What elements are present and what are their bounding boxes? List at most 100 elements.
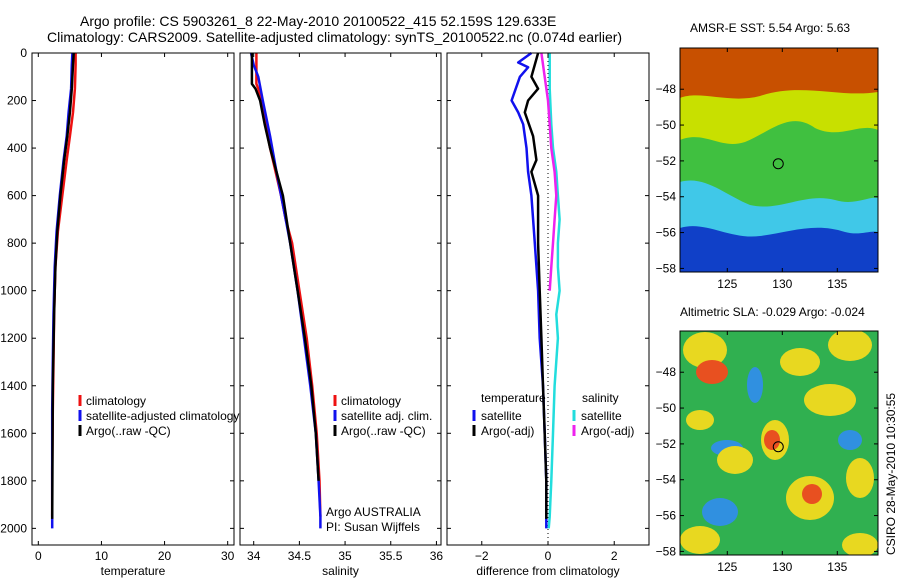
sla-anomaly-patch (747, 367, 763, 403)
series-line-3 (250, 53, 320, 481)
x-tick-label: 20 (158, 549, 172, 563)
sla-map-title: Altimetric SLA: -0.029 Argo: -0.024 (680, 305, 865, 319)
sla-anomaly-patch (680, 526, 720, 554)
y-tick-label: −50 (656, 401, 677, 415)
y-tick-label: −56 (656, 509, 677, 523)
y-tick-label: −52 (656, 437, 677, 451)
sst-field (680, 48, 878, 272)
sla-anomaly-patch (683, 332, 727, 368)
sla-anomaly-patch (804, 384, 856, 416)
argo-float-marker (772, 158, 784, 170)
x-tick-label: 34.5 (288, 549, 312, 563)
legend-label: Argo(-adj) (481, 424, 534, 438)
y-tick-label: 600 (7, 189, 27, 203)
panel-note: PI: Susan Wijffels (326, 520, 420, 534)
x-tick-label: 130 (772, 560, 792, 574)
profile-panel-1: 0 200 400 600 800 1000 1200 1400 1600 1800 2000 0 10… (0, 46, 239, 578)
series-line-4 (540, 52, 558, 291)
x-tick-label: 125 (717, 277, 737, 291)
series-line-3 (547, 53, 561, 529)
y-tick-label: 200 (7, 94, 27, 108)
x-tick-label: 35 (338, 549, 352, 563)
y-tick-label: −54 (656, 473, 677, 487)
y-tick-label: −48 (656, 82, 677, 96)
y-tick-label: 1200 (0, 331, 27, 345)
panel-note: Argo AUSTRALIA (326, 505, 421, 519)
title-line-2: Climatology: CARS2009. Satellite-adjuste… (47, 29, 623, 45)
map-frame (679, 47, 879, 273)
legend-header: temperature (481, 391, 546, 405)
sla-anomaly-patch (702, 498, 738, 526)
legend-label: satellite adj. clim. (341, 409, 432, 423)
x-tick-label: 10 (95, 549, 109, 563)
sla-anomaly-patch (696, 360, 728, 384)
argo-float-marker (772, 441, 784, 453)
legend-label: satellite-adjusted climatology (86, 409, 239, 423)
plot-frame (31, 52, 235, 546)
legend-label: climatology (86, 394, 146, 408)
y-tick-label: −54 (656, 190, 677, 204)
x-tick-label: 34 (247, 549, 261, 563)
legend-label: Argo(..raw -QC) (341, 424, 426, 438)
sla-anomaly-patch (717, 446, 753, 474)
sla-anomaly-patch (838, 430, 862, 450)
legend-label: climatology (341, 394, 401, 408)
sla-anomaly-patch (780, 348, 820, 376)
x-tick-label: 0 (35, 549, 42, 563)
series-line-2 (249, 52, 322, 529)
plot-frame (446, 52, 650, 546)
legend-label: satellite (481, 409, 522, 423)
x-tick-label: 36 (430, 549, 444, 563)
series-line-1 (255, 53, 322, 517)
y-tick-label: −58 (656, 261, 677, 275)
y-tick-label: −58 (656, 544, 677, 558)
sla-anomaly-patch (842, 533, 878, 555)
series-line-2 (523, 52, 548, 519)
sla-anomaly-patch (802, 484, 822, 504)
plot-frame (239, 52, 442, 546)
profile-panel-2: 34 34.5 35 35.5 36 salinity climatologysatelli… (239, 52, 444, 578)
legend: temperaturesatelliteArgo(-adj)salinitysa… (472, 391, 634, 438)
x-tick-label: 35.5 (379, 549, 403, 563)
y-tick-label: 1400 (0, 379, 27, 393)
sst-warm-band (680, 48, 878, 99)
legend-label: Argo(..raw -QC) (86, 424, 171, 438)
legend-label: Argo(-adj) (581, 424, 634, 438)
x-tick-label: 135 (827, 560, 847, 574)
map-frame (679, 330, 879, 556)
x-axis-label: salinity (322, 564, 359, 578)
y-tick-label: 1600 (0, 426, 27, 440)
x-tick-label: 2 (611, 549, 618, 563)
y-tick-label: −48 (656, 365, 677, 379)
sst-map-title: AMSR-E SST: 5.54 Argo: 5.63 (690, 21, 851, 35)
y-tick-label: 400 (7, 141, 27, 155)
y-tick-label: 0 (20, 46, 27, 60)
y-tick-label: 2000 (0, 521, 27, 535)
sla-anomaly-patch (686, 410, 714, 430)
legend-header: salinity (582, 391, 619, 405)
y-tick-label: −56 (656, 226, 677, 240)
y-tick-label: −52 (656, 154, 677, 168)
sla-anomaly-patch (764, 430, 780, 450)
x-tick-label: 130 (772, 277, 792, 291)
x-tick-label: 30 (221, 549, 235, 563)
y-tick-label: 1000 (0, 284, 27, 298)
y-tick-label: 1800 (0, 474, 27, 488)
y-tick-label: 800 (7, 236, 27, 250)
x-tick-label: 125 (717, 560, 737, 574)
sla-anomaly-patch (846, 458, 874, 498)
x-tick-label: 0 (545, 549, 552, 563)
x-tick-label: 135 (827, 277, 847, 291)
sla-map: 125 130 135 −48 −50 −52 −54 −56 −58 (656, 330, 879, 574)
sst-map: 125 130 135 −48 −50 −52 −54 −56 −58 (656, 47, 879, 291)
y-tick-label: −50 (656, 118, 677, 132)
x-axis-label: temperature (101, 564, 166, 578)
series-line-3 (50, 52, 75, 519)
x-axis-label: difference from climatology (476, 564, 619, 578)
title-line-1: Argo profile: CS 5903261_8 22-May-2010 2… (80, 13, 557, 29)
